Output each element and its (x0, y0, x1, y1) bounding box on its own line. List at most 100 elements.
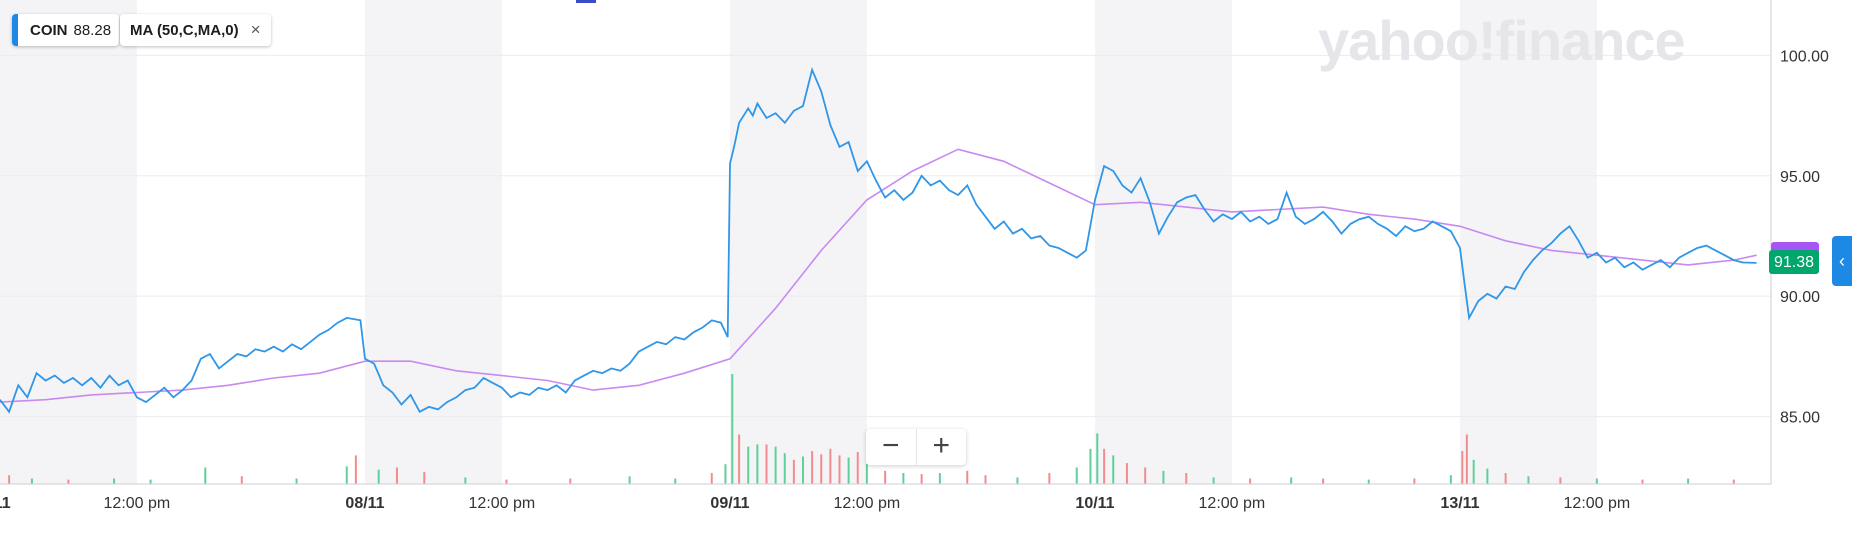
volume-bar (1504, 473, 1507, 484)
volume-bar (783, 453, 786, 484)
x-tick-label: 10/11 (1075, 495, 1114, 512)
volume-bar (1075, 467, 1078, 484)
volume-bar (1125, 463, 1128, 484)
volume-bar (1016, 477, 1019, 484)
indicator-legend-tag[interactable]: MA (50,C,MA,0) × (120, 14, 271, 46)
volume-bar (847, 457, 850, 484)
volume-bar (765, 444, 768, 484)
volume-bar (938, 473, 941, 484)
volume-bar (505, 479, 508, 484)
volume-bar (1249, 478, 1252, 484)
volume-bar (464, 477, 467, 484)
price-tag-label: 91.38 (1774, 254, 1814, 271)
volume-bar (829, 448, 832, 484)
x-tick-label: 12:00 pm (104, 495, 171, 512)
volume-bar (674, 478, 677, 484)
symbol-last-value: 88.28 (73, 21, 112, 39)
session-shade (730, 0, 867, 484)
x-axis-ticks: /11 12:00 pm 08/11 12:00 pm 09/11 12:00 pm 10/… (0, 495, 1630, 512)
volume-bar (1527, 476, 1530, 484)
volume-bar (738, 434, 741, 484)
volume-bar (1465, 434, 1468, 484)
volume-bar (423, 471, 426, 484)
volume-bar (1413, 478, 1416, 484)
top-indicator-mark (576, 0, 596, 3)
symbol-legend-tag[interactable]: COIN 88.28 (12, 14, 120, 46)
y-tick-label: 90.00 (1780, 289, 1820, 306)
volume-bar (802, 456, 804, 484)
volume-bar (756, 444, 759, 484)
session-shade (1460, 0, 1597, 484)
volume-bar (1162, 470, 1165, 484)
x-tick-label: 12:00 pm (834, 495, 901, 512)
volume-bar (1048, 473, 1051, 484)
volume-bar (984, 475, 987, 484)
volume-bar (1322, 478, 1325, 484)
y-tick-label: 95.00 (1780, 169, 1820, 186)
session-shade (1095, 0, 1232, 484)
volume-bar (1472, 459, 1475, 484)
volume-bar (377, 469, 380, 484)
volume-bar (731, 374, 734, 484)
volume-bar (1096, 433, 1099, 484)
volume-bar (920, 474, 923, 484)
volume-bar (747, 446, 750, 484)
volume-bar (354, 455, 357, 484)
volume-bar (1367, 479, 1370, 484)
volume-bar (395, 467, 398, 484)
horizontal-gridlines (0, 54, 1771, 418)
volume-bar (902, 473, 905, 484)
volume-bar (1089, 448, 1092, 484)
minus-icon[interactable]: − (881, 429, 900, 462)
x-tick-label: 12:00 pm (1564, 495, 1631, 512)
volume-bar (1461, 451, 1464, 484)
session-shading (0, 0, 1597, 484)
volume-bar (1732, 479, 1735, 484)
volume-bar (149, 479, 152, 484)
x-tick-label: 12:00 pm (469, 495, 536, 512)
volume-bars (8, 374, 1735, 484)
volume-bar (820, 454, 823, 484)
volume-bar (856, 452, 859, 484)
indicator-label: MA (50,C,MA,0) (130, 21, 239, 39)
yahoo-finance-watermark: yahoo!finance (1318, 9, 1686, 72)
close-icon[interactable]: × (250, 20, 261, 39)
plus-icon[interactable]: + (915, 429, 967, 465)
y-tick-label: 100.00 (1780, 48, 1829, 65)
x-tick-label: 08/11 (345, 495, 384, 512)
volume-bar (1449, 475, 1452, 484)
volume-bar (1595, 478, 1598, 484)
volume-bar (865, 464, 868, 484)
volume-bar (1112, 455, 1115, 484)
volume-bar (569, 478, 572, 484)
volume-bar (1687, 478, 1690, 484)
session-shade (365, 0, 502, 484)
volume-bar (628, 476, 631, 484)
y-axis-ticks: 100.00 95.00 90.00 85.00 (1780, 48, 1829, 426)
volume-bar (811, 451, 814, 484)
price-tag-bg (1769, 250, 1819, 274)
zoom-controls: − + (866, 429, 966, 465)
volume-bar (884, 470, 887, 484)
ma-series-line (0, 148, 1757, 403)
chevron-left-icon[interactable]: ‹ (1832, 236, 1852, 286)
volume-bar (113, 478, 116, 484)
price-series-line (0, 66, 1757, 414)
volume-bar (204, 467, 207, 484)
volume-bar (1144, 467, 1147, 484)
volume-bar (8, 475, 11, 484)
y-tick-label: 85.00 (1780, 410, 1820, 427)
volume-bar (724, 464, 727, 484)
session-shade (0, 0, 137, 484)
volume-bar (345, 466, 348, 484)
volume-bar (1185, 473, 1188, 484)
volume-bar (774, 446, 777, 484)
volume-bar (30, 478, 33, 484)
symbol-label: COIN (30, 21, 68, 39)
volume-bar (67, 479, 70, 484)
volume-bar (710, 473, 713, 484)
volume-bar (1559, 477, 1562, 484)
volume-bar (1486, 468, 1489, 484)
volume-bar (792, 459, 795, 484)
